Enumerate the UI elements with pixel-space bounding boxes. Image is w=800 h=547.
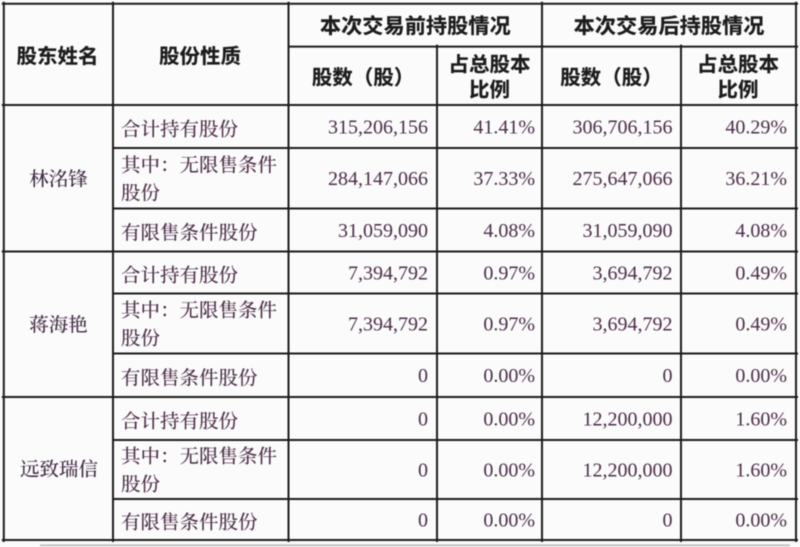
svg-text:4.08%: 4.08% [483,220,535,242]
svg-text:0.00%: 0.00% [483,460,535,482]
svg-text:7,394,792: 7,394,792 [348,314,428,336]
svg-text:36.21%: 36.21% [725,168,787,190]
svg-text:0.00%: 0.00% [735,510,787,532]
svg-text:284,147,066: 284,147,066 [328,168,428,190]
svg-text:7,394,792: 7,394,792 [348,263,428,285]
svg-text:0.00%: 0.00% [483,510,535,532]
svg-text:0.00%: 0.00% [735,365,787,387]
svg-text:41.41%: 41.41% [473,117,535,139]
svg-text:0: 0 [418,460,428,482]
svg-text:0.00%: 0.00% [483,365,535,387]
svg-text:12,200,000: 12,200,000 [583,409,673,431]
svg-text:0.97%: 0.97% [483,263,535,285]
svg-text:40.29%: 40.29% [725,117,787,139]
svg-text:1.60%: 1.60% [735,409,787,431]
svg-text:0.49%: 0.49% [735,314,787,336]
svg-text:12,200,000: 12,200,000 [583,460,673,482]
svg-text:31,059,090: 31,059,090 [338,220,428,242]
svg-text:0: 0 [418,365,428,387]
svg-text:0.49%: 0.49% [735,263,787,285]
svg-text:275,647,066: 275,647,066 [573,168,673,190]
svg-text:3,694,792: 3,694,792 [593,314,673,336]
svg-text:4.08%: 4.08% [735,220,787,242]
svg-text:0: 0 [418,409,428,431]
svg-text:0.00%: 0.00% [483,409,535,431]
svg-text:315,206,156: 315,206,156 [328,117,428,139]
svg-text:0: 0 [663,510,673,532]
svg-text:0: 0 [418,510,428,532]
svg-text:37.33%: 37.33% [473,168,535,190]
svg-text:0: 0 [663,365,673,387]
svg-text:1.60%: 1.60% [735,460,787,482]
svg-text:306,706,156: 306,706,156 [573,117,673,139]
svg-text:31,059,090: 31,059,090 [583,220,673,242]
svg-text:0.97%: 0.97% [483,314,535,336]
svg-text:3,694,792: 3,694,792 [593,263,673,285]
